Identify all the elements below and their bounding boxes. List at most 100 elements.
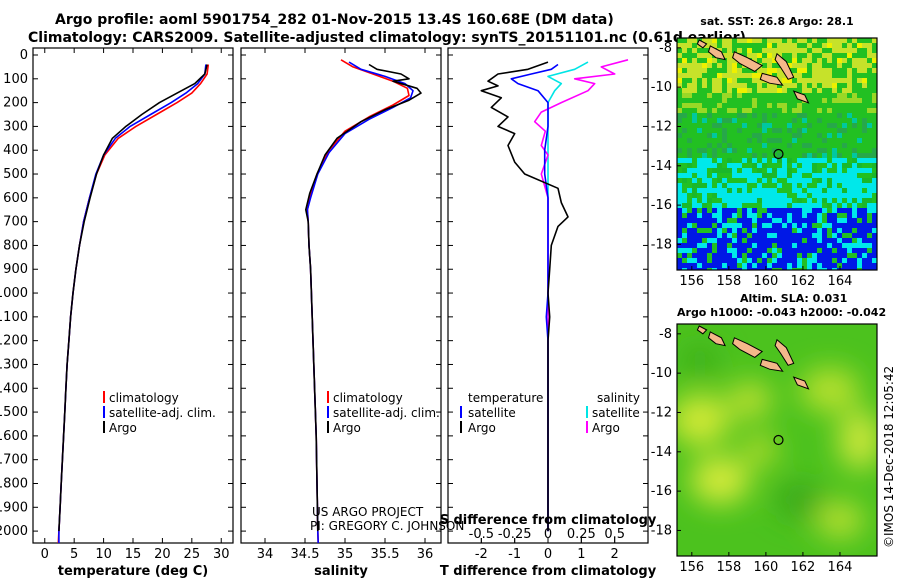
- sst-cell: [677, 193, 682, 198]
- sst-cell: [677, 188, 682, 193]
- sst-cell: [702, 258, 707, 263]
- sst-cell: [692, 58, 697, 63]
- sst-cell: [677, 173, 682, 178]
- sst-cell: [722, 183, 727, 188]
- depth-tick-label: 700: [3, 215, 28, 230]
- legend-satellite: satellite-adj. clim.: [109, 406, 216, 420]
- sst-cell: [782, 43, 787, 48]
- sst-cell: [807, 43, 812, 48]
- sst-cell: [817, 263, 822, 268]
- sst-cell: [752, 78, 757, 83]
- sst-cell: [702, 218, 707, 223]
- sst-cell: [762, 268, 767, 270]
- sst-cell: [707, 63, 712, 68]
- sst-cell: [747, 108, 752, 113]
- sst-cell: [687, 83, 692, 88]
- sst-cell: [757, 193, 762, 198]
- sst-cell: [752, 53, 757, 58]
- sst-cell: [862, 223, 867, 228]
- sst-cell: [742, 173, 747, 178]
- sst-cell: [772, 263, 777, 268]
- sst-cell: [767, 208, 772, 213]
- sst-cell: [837, 128, 842, 133]
- sst-cell: [707, 43, 712, 48]
- legend-swatch-argo: [103, 421, 105, 433]
- sst-cell: [872, 243, 877, 248]
- sst-cell: [682, 103, 687, 108]
- sst-cell: [682, 43, 687, 48]
- sst-cell: [712, 108, 717, 113]
- sst-cell: [732, 188, 737, 193]
- sst-cell: [687, 38, 692, 43]
- sst-cell: [682, 248, 687, 253]
- sst-cell: [837, 78, 842, 83]
- sst-map: [677, 38, 877, 270]
- sst-cell: [777, 153, 782, 158]
- sst-cell: [802, 38, 807, 43]
- sst-cell: [852, 58, 857, 63]
- sst-cell: [762, 253, 767, 258]
- x-tick-label: 0: [544, 547, 552, 562]
- sst-cell: [702, 178, 707, 183]
- legend-temperature-title: temperature: [468, 391, 543, 405]
- sst-cell: [767, 173, 772, 178]
- sst-cell: [792, 173, 797, 178]
- sst-cell: [827, 73, 832, 78]
- sst-cell: [737, 238, 742, 243]
- sst-cell: [807, 163, 812, 168]
- sst-cell: [837, 153, 842, 158]
- sst-cell: [827, 173, 832, 178]
- sst-cell: [677, 243, 682, 248]
- sst-cell: [717, 258, 722, 263]
- sst-cell: [782, 83, 787, 88]
- sst-cell: [832, 98, 837, 103]
- sst-cell: [862, 258, 867, 263]
- sst-cell: [797, 248, 802, 253]
- sst-cell: [812, 63, 817, 68]
- sst-cell: [747, 48, 752, 53]
- sst-cell: [692, 78, 697, 83]
- sst-cell: [717, 213, 722, 218]
- sst-cell: [752, 253, 757, 258]
- x-tick-label: 15: [125, 547, 142, 562]
- sst-cell: [822, 238, 827, 243]
- sst-cell: [747, 218, 752, 223]
- sst-cell: [817, 133, 822, 138]
- sst-cell: [872, 93, 877, 98]
- sst-cell: [772, 258, 777, 263]
- sst-cell: [862, 253, 867, 258]
- sst-cell: [857, 223, 862, 228]
- sst-cell: [842, 123, 847, 128]
- sst-cell: [697, 238, 702, 243]
- lat-tick-label: -12: [651, 119, 672, 134]
- sst-cell: [692, 73, 697, 78]
- sst-cell: [837, 113, 842, 118]
- sst-cell: [787, 128, 792, 133]
- sst-cell: [787, 173, 792, 178]
- sst-cell: [797, 218, 802, 223]
- sst-cell: [857, 188, 862, 193]
- sst-cell: [832, 233, 837, 238]
- sst-cell: [717, 118, 722, 123]
- sst-cell: [762, 163, 767, 168]
- sst-cell: [792, 138, 797, 143]
- legend-swatch-t-argo: [460, 421, 462, 433]
- sst-cell: [712, 188, 717, 193]
- sst-cell: [692, 253, 697, 258]
- sst-cell: [832, 183, 837, 188]
- sst-cell: [787, 168, 792, 173]
- sst-cell: [807, 203, 812, 208]
- sst-cell: [737, 183, 742, 188]
- sst-cell: [777, 128, 782, 133]
- sst-cell: [762, 203, 767, 208]
- sst-cell: [857, 63, 862, 68]
- sst-cell: [777, 43, 782, 48]
- sst-cell: [827, 198, 832, 203]
- depth-tick-label: 1900: [0, 500, 28, 515]
- sst-cell: [757, 233, 762, 238]
- sst-cell: [692, 213, 697, 218]
- sst-cell: [812, 208, 817, 213]
- sst-cell: [847, 163, 852, 168]
- island: [774, 338, 795, 366]
- sst-cell: [777, 48, 782, 53]
